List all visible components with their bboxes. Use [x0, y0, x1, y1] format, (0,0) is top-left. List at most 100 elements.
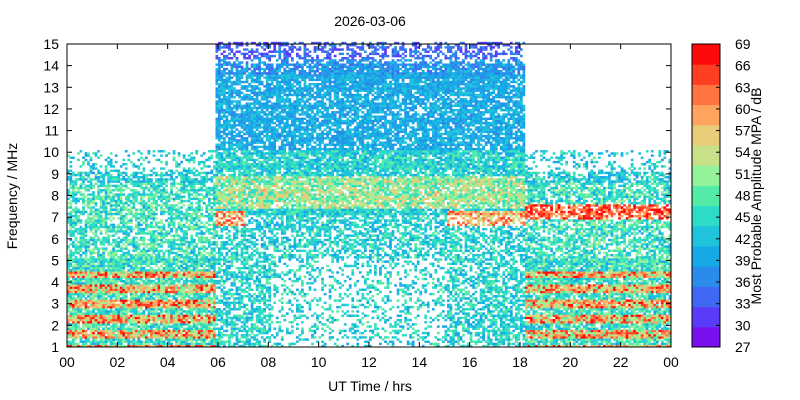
heatmap-cell	[210, 256, 214, 259]
heatmap-cell	[223, 260, 226, 263]
heatmap-cell	[225, 169, 229, 172]
heatmap-cell	[170, 262, 173, 266]
heatmap-cell	[190, 180, 194, 183]
heatmap-cell	[72, 303, 75, 307]
heatmap-cell	[109, 219, 113, 222]
heatmap-cell	[74, 256, 78, 259]
heatmap-cell	[79, 193, 83, 196]
heatmap-cell	[182, 301, 186, 305]
heatmap-cell	[152, 286, 156, 289]
heatmap-cell	[170, 271, 173, 274]
heatmap-cell	[207, 264, 211, 268]
heatmap-cell	[180, 160, 183, 164]
heatmap-cell	[202, 292, 206, 296]
heatmap-cell	[137, 191, 141, 194]
heatmap-cell	[172, 260, 176, 263]
heatmap-cell	[77, 295, 80, 298]
heatmap-cell	[172, 271, 176, 274]
heatmap-cell	[238, 163, 241, 166]
heatmap-cell	[218, 336, 221, 339]
heatmap-cell	[180, 195, 183, 198]
heatmap-cell	[202, 223, 206, 227]
heatmap-cell	[160, 277, 163, 281]
heatmap-cell	[107, 292, 110, 296]
heatmap-cell	[155, 236, 158, 240]
heatmap-cell	[215, 184, 219, 188]
heatmap-cell	[192, 195, 196, 198]
heatmap-cell	[124, 292, 128, 296]
heatmap-cell	[235, 108, 239, 112]
heatmap-cell	[117, 275, 121, 279]
heatmap-cell	[223, 59, 226, 62]
heatmap-cell	[157, 243, 161, 246]
heatmap-cell	[112, 217, 116, 220]
heatmap-cell	[177, 342, 181, 346]
heatmap-cell	[157, 331, 161, 335]
heatmap-cell	[233, 321, 236, 324]
heatmap-cell	[182, 258, 186, 261]
heatmap-cell	[212, 318, 216, 322]
heatmap-cell	[94, 201, 98, 205]
heatmap-cell	[180, 275, 183, 279]
heatmap-cell	[89, 303, 93, 307]
heatmap-cell	[150, 193, 153, 196]
heatmap-cell	[170, 204, 173, 207]
heatmap-cell	[152, 251, 156, 255]
heatmap-cell	[192, 225, 196, 229]
heatmap-cell	[167, 152, 171, 155]
heatmap-cell	[69, 331, 73, 335]
heatmap-cell	[225, 176, 229, 179]
heatmap-cell	[167, 223, 171, 227]
heatmap-cell	[177, 288, 181, 292]
heatmap-cell	[207, 325, 211, 328]
heatmap-cell	[72, 197, 75, 201]
heatmap-cell	[180, 290, 183, 294]
heatmap-cell	[74, 184, 78, 188]
heatmap-cell	[180, 243, 183, 246]
heatmap-cell	[72, 277, 75, 281]
heatmap-cell	[109, 327, 113, 330]
heatmap-cell	[82, 344, 85, 348]
heatmap-cell	[215, 147, 219, 151]
heatmap-cell	[112, 327, 116, 330]
heatmap-cell	[212, 308, 216, 311]
heatmap-cell	[218, 65, 221, 69]
heatmap-cell	[233, 206, 236, 209]
heatmap-cell	[77, 197, 80, 201]
heatmap-cell	[230, 111, 234, 114]
heatmap-cell	[119, 178, 123, 181]
heatmap-cell	[157, 178, 161, 181]
heatmap-cell	[238, 204, 241, 207]
heatmap-cell	[228, 80, 231, 84]
heatmap-cell	[84, 210, 88, 214]
heatmap-cell	[220, 91, 224, 95]
heatmap-cell	[84, 195, 88, 198]
heatmap-cell	[190, 186, 194, 190]
heatmap-cell	[67, 201, 70, 205]
heatmap-cell	[235, 256, 239, 259]
heatmap-cell	[139, 232, 143, 235]
heatmap-cell	[238, 91, 241, 95]
heatmap-cell	[114, 210, 118, 214]
heatmap-cell	[102, 236, 105, 240]
heatmap-cell	[195, 227, 199, 231]
heatmap-cell	[180, 329, 183, 333]
heatmap-cell	[225, 260, 229, 263]
heatmap-cell	[97, 325, 100, 328]
heatmap-cell	[187, 342, 191, 346]
heatmap-cell	[82, 323, 85, 326]
heatmap-cell	[167, 292, 171, 296]
heatmap-cell	[210, 338, 214, 341]
heatmap-cell	[104, 260, 108, 263]
heatmap-cell	[228, 169, 231, 172]
heatmap-cell	[218, 102, 221, 105]
heatmap-cell	[220, 98, 224, 101]
heatmap-cell	[72, 173, 75, 177]
heatmap-cell	[117, 308, 121, 311]
heatmap-cell	[162, 178, 166, 181]
heatmap-cell	[147, 180, 151, 183]
heatmap-cell	[240, 344, 244, 348]
heatmap-cell	[225, 275, 229, 279]
heatmap-cell	[205, 210, 209, 214]
heatmap-cell	[165, 210, 168, 214]
